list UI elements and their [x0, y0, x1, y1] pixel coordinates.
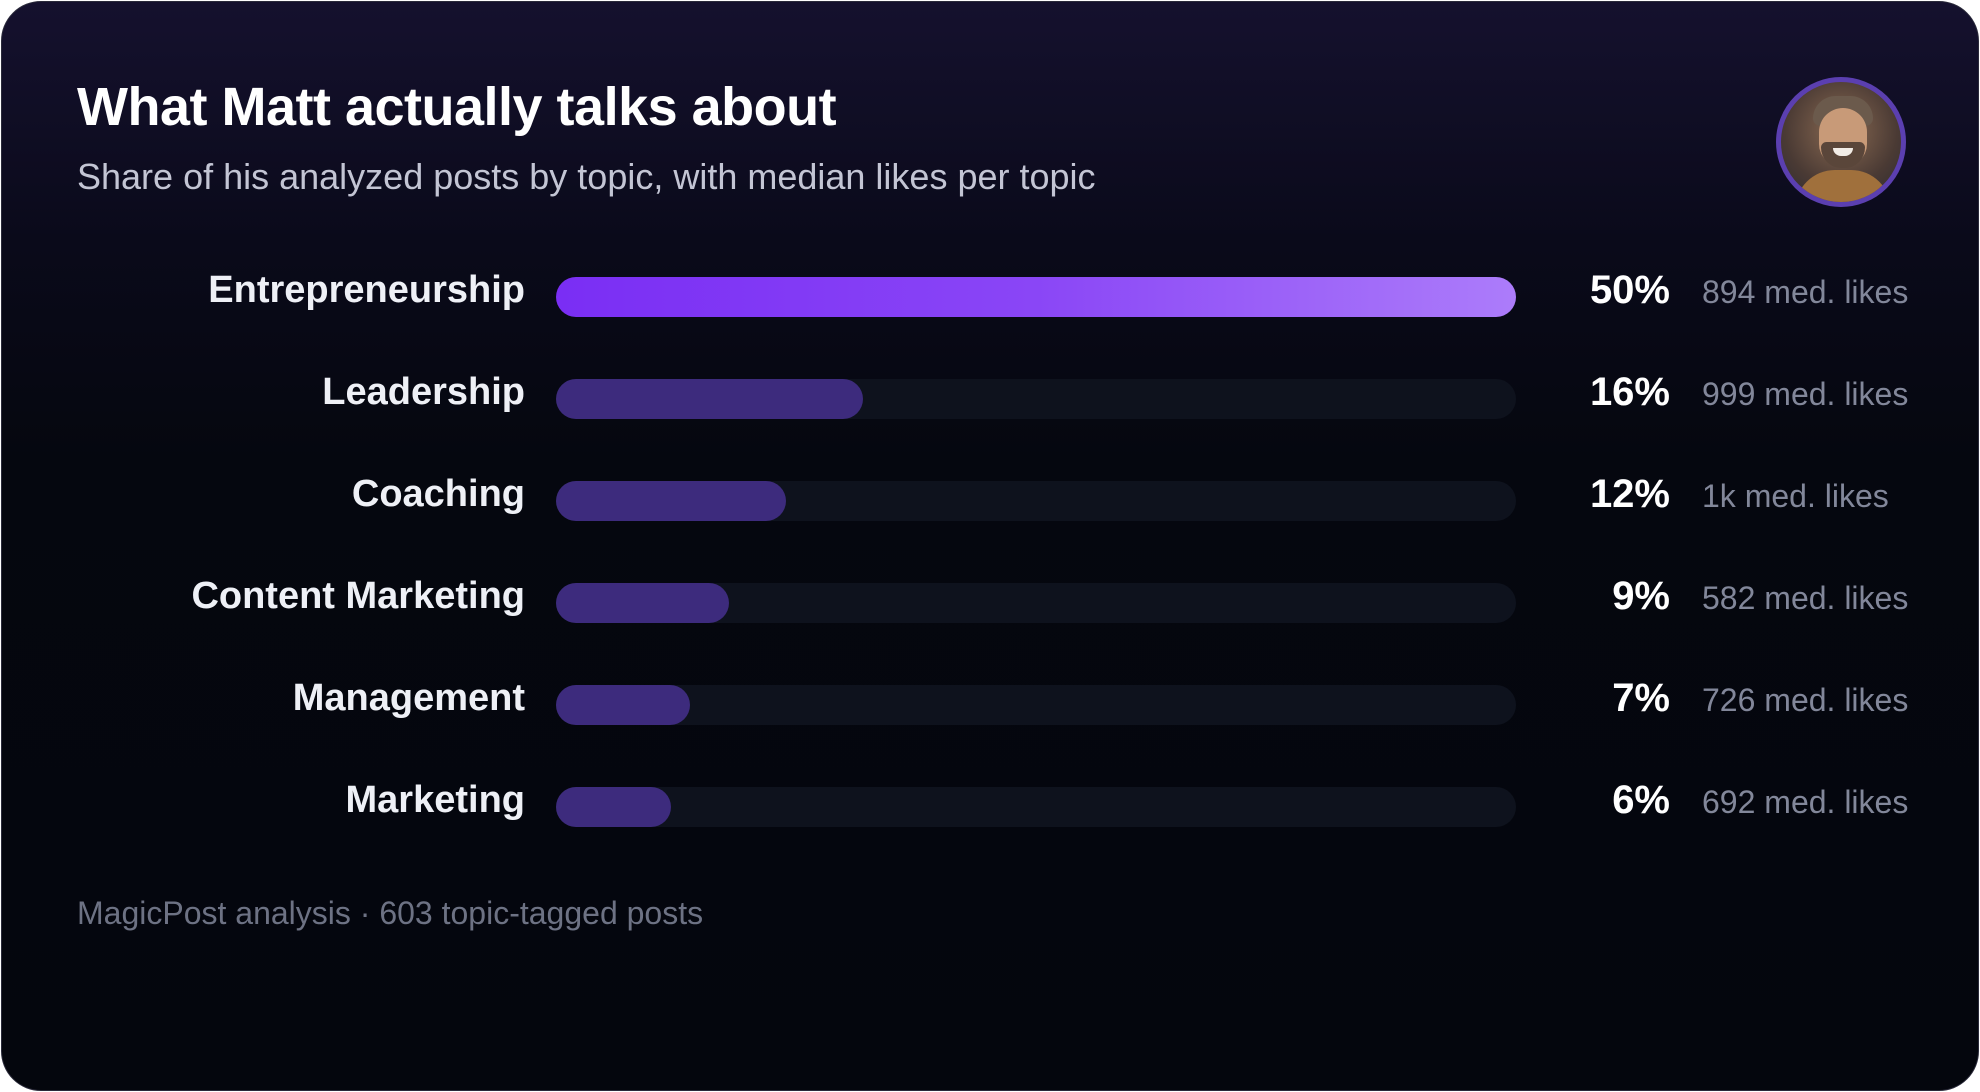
bar-track [556, 787, 1516, 827]
chart-subtitle: Share of his analyzed posts by topic, wi… [77, 156, 1096, 197]
category-label: Content Marketing [191, 575, 525, 617]
value-label: 12% [1589, 472, 1670, 516]
chart-title: What Matt actually talks about [77, 77, 837, 137]
median-likes-label: 894 med. likes [1702, 274, 1909, 310]
value-label: 6% [1612, 778, 1670, 822]
bar-row: Entrepreneurship 50% 894 med. likes [2, 242, 1978, 342]
bar-row: Content Marketing 9% 582 med. likes [2, 548, 1978, 648]
bar [556, 481, 786, 521]
category-label: Marketing [345, 779, 525, 821]
median-likes-label: 1k med. likes [1702, 478, 1889, 514]
bar [556, 277, 1516, 317]
bar-track [556, 481, 1516, 521]
bar-track [556, 685, 1516, 725]
value-label: 7% [1612, 676, 1670, 720]
bar [556, 583, 729, 623]
bar-row: Management 7% 726 med. likes [2, 650, 1978, 750]
bar-track [556, 277, 1516, 317]
avatar-smile [1833, 148, 1853, 156]
value-label: 16% [1589, 370, 1670, 414]
bar-track [556, 583, 1516, 623]
median-likes-label: 692 med. likes [1702, 784, 1909, 820]
value-label: 9% [1612, 574, 1670, 618]
category-label: Coaching [351, 473, 525, 515]
bar [556, 787, 671, 827]
value-label: 50% [1589, 268, 1670, 312]
bar [556, 685, 690, 725]
footer-note: MagicPost analysis · 603 topic-tagged po… [77, 895, 704, 931]
bar-track [556, 379, 1516, 419]
category-label: Entrepreneurship [208, 269, 525, 311]
median-likes-label: 999 med. likes [1702, 376, 1909, 412]
bar-row: Marketing 6% 692 med. likes [2, 752, 1978, 852]
bar-row: Leadership 16% 999 med. likes [2, 344, 1978, 444]
bar-row: Coaching 12% 1k med. likes [2, 446, 1978, 546]
median-likes-label: 726 med. likes [1702, 682, 1909, 718]
bar [556, 379, 863, 419]
median-likes-label: 582 med. likes [1702, 580, 1909, 616]
category-label: Leadership [322, 371, 525, 413]
avatar [1776, 77, 1906, 207]
category-label: Management [292, 677, 525, 719]
